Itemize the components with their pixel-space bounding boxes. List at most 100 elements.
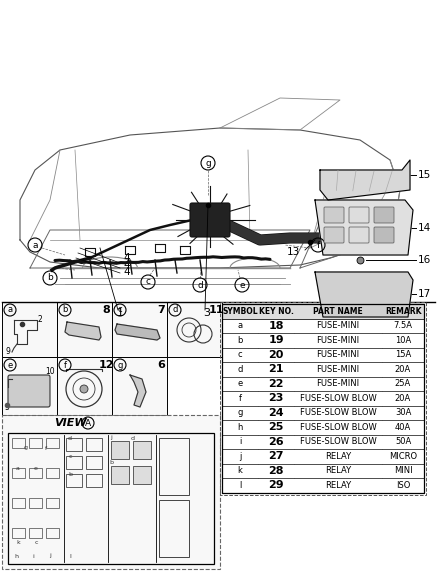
Text: RELAY: RELAY <box>325 480 351 490</box>
Text: 23: 23 <box>268 394 284 403</box>
Text: b: b <box>237 336 243 345</box>
Text: PART NAME: PART NAME <box>313 307 363 316</box>
FancyBboxPatch shape <box>349 207 369 223</box>
Text: 14: 14 <box>418 223 431 233</box>
Bar <box>112 357 167 415</box>
Text: d: d <box>131 435 135 440</box>
Bar <box>222 304 424 319</box>
Bar <box>12 468 25 478</box>
Text: c: c <box>118 305 122 315</box>
Text: f: f <box>63 360 66 370</box>
Text: 27: 27 <box>268 451 284 461</box>
Text: 20: 20 <box>268 349 284 360</box>
Circle shape <box>80 385 88 393</box>
Text: FUSE-MINI: FUSE-MINI <box>316 350 360 359</box>
Text: e: e <box>239 280 245 289</box>
Bar <box>222 420 424 435</box>
Text: j: j <box>110 435 112 440</box>
Text: FUSE-SLOW BLOW: FUSE-SLOW BLOW <box>300 437 376 446</box>
Text: l: l <box>239 480 241 490</box>
Text: 25: 25 <box>268 422 284 432</box>
Text: A: A <box>85 419 91 427</box>
Bar <box>29 498 42 508</box>
Text: 7.5A: 7.5A <box>393 321 413 330</box>
FancyBboxPatch shape <box>349 227 369 243</box>
Text: 25A: 25A <box>395 379 411 388</box>
Bar <box>222 333 424 348</box>
Bar <box>46 468 59 478</box>
Text: a: a <box>16 466 20 471</box>
Text: g: g <box>24 446 28 451</box>
Bar <box>66 456 82 469</box>
Text: MICRO: MICRO <box>389 452 417 461</box>
Text: 50A: 50A <box>395 437 411 446</box>
Bar <box>222 406 424 420</box>
Bar <box>111 466 129 484</box>
Polygon shape <box>310 175 390 248</box>
Bar <box>29 438 42 448</box>
Polygon shape <box>315 200 413 255</box>
Bar <box>222 304 424 492</box>
Text: MINI: MINI <box>394 466 413 475</box>
Text: a: a <box>7 305 13 315</box>
Text: 20A: 20A <box>395 394 411 403</box>
Text: e: e <box>7 360 13 370</box>
Bar <box>159 500 189 557</box>
Text: RELAY: RELAY <box>325 452 351 461</box>
Text: 15: 15 <box>418 170 431 180</box>
Text: d: d <box>172 305 178 315</box>
Text: 10A: 10A <box>395 336 411 345</box>
Bar <box>12 498 25 508</box>
Text: VIEW: VIEW <box>54 418 87 428</box>
Text: 16: 16 <box>418 255 431 265</box>
Text: h: h <box>237 423 243 432</box>
Text: 4: 4 <box>123 253 130 263</box>
Text: 2: 2 <box>37 316 42 324</box>
Bar <box>222 478 424 492</box>
Text: g: g <box>205 158 211 168</box>
Text: j: j <box>49 554 51 558</box>
Text: l: l <box>69 554 71 558</box>
Text: e: e <box>34 466 38 471</box>
Text: 10: 10 <box>45 367 55 376</box>
Text: 4: 4 <box>123 267 130 277</box>
Text: 28: 28 <box>268 466 284 476</box>
Text: FUSE-MINI: FUSE-MINI <box>316 336 360 345</box>
Text: 8: 8 <box>102 305 110 315</box>
Text: 5: 5 <box>4 403 10 411</box>
Text: 19: 19 <box>268 335 284 345</box>
FancyBboxPatch shape <box>374 207 394 223</box>
Bar <box>46 498 59 508</box>
Text: FUSE-MINI: FUSE-MINI <box>316 365 360 374</box>
Text: 7: 7 <box>157 305 165 315</box>
FancyBboxPatch shape <box>8 375 50 407</box>
Text: ISO: ISO <box>396 480 410 490</box>
Text: FUSE-SLOW BLOW: FUSE-SLOW BLOW <box>300 394 376 403</box>
Text: f: f <box>45 446 47 451</box>
Bar <box>222 435 424 449</box>
Text: FUSE-SLOW BLOW: FUSE-SLOW BLOW <box>300 408 376 417</box>
Text: 15A: 15A <box>395 350 411 359</box>
Text: g: g <box>237 408 243 417</box>
Bar <box>111 441 129 459</box>
Text: SYMBOL: SYMBOL <box>222 307 258 316</box>
Polygon shape <box>130 375 146 407</box>
FancyBboxPatch shape <box>190 203 230 237</box>
FancyBboxPatch shape <box>324 227 344 243</box>
Text: 20A: 20A <box>395 365 411 374</box>
Bar <box>46 528 59 538</box>
Text: 3: 3 <box>204 308 211 318</box>
Text: 4: 4 <box>123 260 130 270</box>
Text: 11: 11 <box>208 305 224 315</box>
Text: a: a <box>32 240 38 249</box>
Text: 26: 26 <box>268 437 284 447</box>
Text: i: i <box>32 554 34 558</box>
Bar <box>2 415 220 569</box>
Polygon shape <box>115 324 160 340</box>
Bar <box>222 463 424 478</box>
Bar <box>222 319 424 333</box>
Bar <box>66 438 82 451</box>
Text: i: i <box>239 437 241 446</box>
FancyBboxPatch shape <box>324 207 344 223</box>
Bar <box>222 391 424 406</box>
